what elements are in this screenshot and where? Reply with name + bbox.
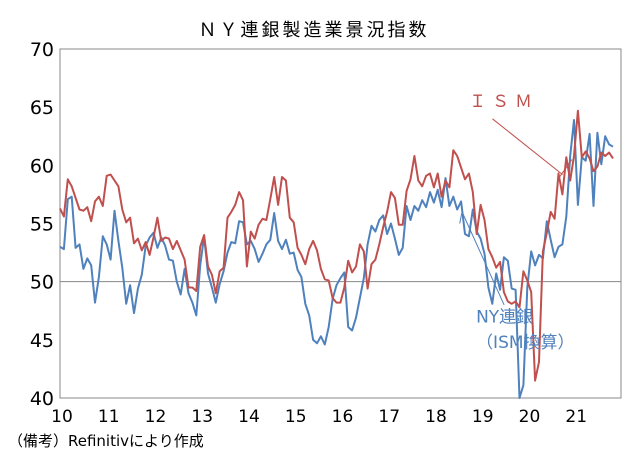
ism-leader-line — [557, 159, 573, 180]
x-tick-label: 19 — [472, 407, 494, 427]
ny-fed-leader-line — [461, 211, 505, 306]
series-label-ny-fed: NY連銀 — [476, 307, 533, 327]
series-label-ny-fed-sub: （ISM換算） — [476, 333, 574, 353]
ny-fed-leader-line — [459, 211, 463, 224]
series-label-ism: ＩＳＭ — [469, 92, 538, 112]
x-tick-label: 11 — [98, 407, 120, 427]
y-tick-label: 55 — [30, 214, 54, 236]
footnote: （備考）Refinitivにより作成 — [8, 432, 204, 450]
y-tick-label: 70 — [30, 39, 54, 61]
y-tick-label: 50 — [30, 272, 54, 294]
series-line-ism — [59, 109, 614, 382]
ism-leader-line — [492, 118, 563, 176]
x-tick-label: 12 — [145, 407, 167, 427]
x-tick-label: 13 — [191, 407, 213, 427]
plot-area — [59, 48, 622, 399]
x-tick-label: 18 — [425, 407, 447, 427]
x-tick-label: 10 — [51, 407, 73, 427]
x-tick-label: 14 — [238, 407, 260, 427]
y-tick-label: 60 — [30, 155, 54, 177]
y-tick-label: 40 — [30, 388, 54, 410]
x-tick-label: 20 — [519, 407, 541, 427]
x-tick-label: 15 — [285, 407, 307, 427]
y-tick-label: 65 — [30, 97, 54, 119]
y-tick-label: 45 — [30, 330, 54, 352]
x-tick-label: 16 — [332, 407, 354, 427]
x-tick-label: 21 — [565, 407, 587, 427]
chart-title: ＮＹ連銀製造業景況指数 — [199, 20, 430, 41]
x-tick-label: 17 — [378, 407, 400, 427]
series-line-ny-fed — [59, 119, 614, 399]
